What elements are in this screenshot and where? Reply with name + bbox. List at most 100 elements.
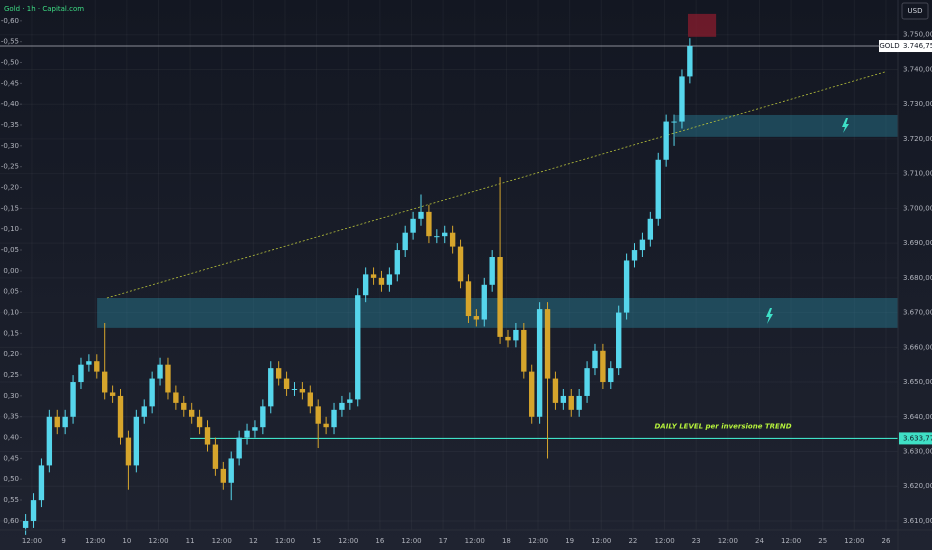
- currency-box: [901, 2, 929, 20]
- candle-body: [331, 409, 337, 428]
- x-tick-label: 12:00: [654, 537, 674, 545]
- candle-body: [173, 392, 179, 403]
- candle-body: [204, 427, 211, 445]
- candle-body: [78, 364, 84, 383]
- x-tick-label: 12:00: [718, 537, 738, 545]
- x-tick-label: 12:00: [338, 537, 358, 545]
- y2-tick-label: 0,40: [3, 434, 19, 442]
- candle-body: [133, 416, 140, 466]
- candle-body: [244, 430, 250, 438]
- candle-body: [465, 281, 472, 317]
- icon: [842, 118, 849, 133]
- x-tick-label: 12:00: [22, 537, 42, 545]
- candle-body: [560, 395, 567, 403]
- candle-body: [434, 236, 440, 238]
- candle-body: [402, 232, 408, 251]
- candle-body: [109, 392, 116, 396]
- y-tick-label: 3.720,00: [903, 135, 932, 143]
- target-box: [687, 13, 717, 37]
- candle-body: [687, 46, 693, 77]
- x-tick-label: 9: [61, 537, 65, 545]
- candle-body: [647, 218, 654, 240]
- candle-body: [489, 257, 495, 285]
- x-tick-label: 16: [375, 537, 384, 545]
- candle-body: [623, 260, 630, 313]
- y2-tick-label: 0,25: [3, 371, 19, 379]
- candle-body: [165, 364, 171, 393]
- x-tick-label: 12:00: [148, 537, 168, 545]
- y-tick-label: 3.710,00: [903, 170, 932, 178]
- y-tick-label: 3.620,00: [903, 482, 932, 490]
- y-tick-label: 3.660,00: [903, 343, 932, 351]
- candle-body: [102, 371, 108, 393]
- x-tick-label: 22: [628, 537, 637, 545]
- y-tick-label: 3.680,00: [903, 274, 932, 282]
- candle-body: [442, 232, 448, 237]
- y2-tick-label: 0,35: [3, 413, 19, 421]
- candle-body: [117, 395, 124, 438]
- x-tick-label: 12: [249, 537, 258, 545]
- candle-body: [252, 427, 258, 431]
- chart-title: Gold · 1h · Capital.com: [4, 5, 84, 13]
- candle-body: [386, 274, 393, 285]
- currency[interactable]: USD: [908, 7, 923, 15]
- daily-level-label-box: [899, 432, 932, 445]
- y2-tick-label: -0,45: [1, 79, 19, 87]
- y2-tick-label: 0,55: [3, 496, 19, 504]
- candle-body: [552, 378, 559, 403]
- candle-body: [568, 395, 574, 410]
- y2-tick-label: 0,10: [3, 309, 19, 317]
- x-tick-label: 12:00: [401, 537, 421, 545]
- candle-body: [30, 500, 37, 521]
- candle-body: [323, 423, 329, 428]
- candle-body: [181, 402, 187, 410]
- candle-body: [236, 437, 242, 459]
- candle-body: [86, 361, 92, 365]
- x-tick-label: 12:00: [591, 537, 611, 545]
- x-tick-label: 11: [186, 537, 195, 545]
- x-tick-label: 18: [502, 537, 511, 545]
- candle-body: [584, 368, 590, 396]
- y2-tick-label: 0,00: [3, 267, 19, 275]
- candle-body: [299, 388, 306, 393]
- x-tick-label: 12:00: [465, 537, 485, 545]
- y-tick-label: 3.640,00: [903, 413, 932, 421]
- candle-body: [291, 388, 298, 390]
- candle-body: [671, 121, 677, 123]
- candle-body: [457, 246, 464, 282]
- candle-body: [497, 257, 503, 337]
- candle-body: [663, 121, 669, 160]
- candle-body: [544, 309, 551, 379]
- candle-body: [220, 468, 227, 483]
- candle-body: [655, 159, 661, 219]
- x-tick-label: 12:00: [844, 537, 864, 545]
- candle-body: [268, 368, 274, 407]
- candle-body: [54, 416, 60, 428]
- x-tick-label: 23: [692, 537, 701, 545]
- axes: 12:00 9 12:00 10 12:00 11 12:00 12 12:00 15 12:00 1…: [1, 17, 932, 545]
- y-tick-label: 3.700,00: [903, 204, 932, 212]
- candle-body: [616, 312, 622, 369]
- y-tick-label: 3.740,00: [903, 65, 932, 73]
- candle-body: [410, 218, 416, 233]
- y2-tick-label: 0,30: [3, 392, 19, 400]
- candle-body: [600, 350, 606, 383]
- candle-body: [631, 250, 638, 261]
- candle-body: [188, 409, 195, 417]
- candle-body: [536, 309, 543, 417]
- y2-tick-label: 0,20: [3, 350, 19, 358]
- y2-tick-label: -0,20: [1, 184, 19, 192]
- candle-body: [125, 437, 132, 466]
- y2-tick-label: 0,15: [3, 329, 19, 337]
- y2-tick-label: 0,45: [3, 454, 19, 462]
- candle-body: [418, 211, 424, 219]
- candle-body: [46, 416, 53, 466]
- candle-body: [38, 465, 45, 501]
- candle-body: [639, 239, 646, 251]
- candle-body: [513, 329, 519, 341]
- daily-level-text: DAILY LEVEL per inversione TREND: [655, 422, 792, 430]
- x-tick-label: 19: [565, 537, 574, 545]
- y2-tick-label: -0,10: [1, 225, 19, 233]
- daily-level-label: 3.633,77: [903, 434, 932, 442]
